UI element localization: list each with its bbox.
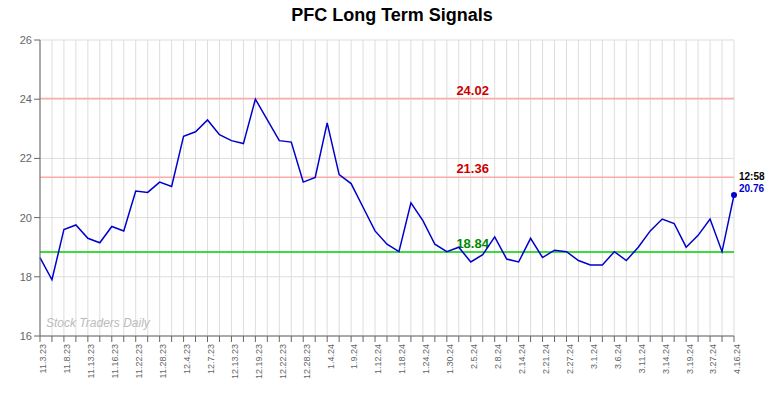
svg-text:3.1.24: 3.1.24 — [589, 344, 599, 369]
svg-text:12.7.23: 12.7.23 — [206, 344, 216, 374]
svg-text:11.16.23: 11.16.23 — [110, 344, 120, 378]
html-text:Stock Traders Daily: Stock Traders Daily — [46, 316, 150, 330]
svg-text:3.14.24: 3.14.24 — [661, 344, 671, 374]
svg-text:21.36: 21.36 — [456, 161, 489, 176]
svg-text:11.13.23: 11.13.23 — [86, 344, 96, 378]
html-text:PFC Long Term Signals: PFC Long Term Signals — [291, 5, 493, 25]
svg-text:2.5.24: 2.5.24 — [469, 344, 479, 369]
svg-text:1.12.24: 1.12.24 — [373, 344, 383, 374]
svg-text:12.19.23: 12.19.23 — [254, 344, 264, 379]
svg-text:2.27.24: 2.27.24 — [565, 344, 575, 374]
svg-text:18: 18 — [20, 271, 32, 283]
svg-text:3.27.24: 3.27.24 — [708, 344, 718, 374]
svg-text:2.21.24: 2.21.24 — [541, 344, 551, 374]
svg-text:1.9.24: 1.9.24 — [349, 344, 359, 369]
svg-text:3.19.24: 3.19.24 — [685, 344, 695, 374]
svg-text:11.28.23: 11.28.23 — [158, 344, 168, 378]
svg-text:2.8.24: 2.8.24 — [493, 344, 503, 369]
svg-text:1.30.24: 1.30.24 — [445, 344, 455, 374]
svg-text:18.84: 18.84 — [456, 236, 489, 251]
svg-text:3.11.24: 3.11.24 — [637, 344, 647, 373]
svg-text:16: 16 — [20, 330, 32, 342]
svg-text:11.8.23: 11.8.23 — [62, 344, 72, 373]
svg-text:1.4.24: 1.4.24 — [326, 344, 336, 369]
svg-text:1.24.24: 1.24.24 — [421, 344, 431, 374]
svg-text:2.14.24: 2.14.24 — [517, 344, 527, 374]
svg-text:12:58: 12:58 — [739, 171, 765, 182]
svg-text:12.28.23: 12.28.23 — [302, 344, 312, 379]
svg-text:20.76: 20.76 — [739, 183, 764, 194]
svg-text:11.3.23: 11.3.23 — [38, 344, 48, 373]
svg-text:3.6.24: 3.6.24 — [613, 344, 623, 369]
svg-text:4.16.24: 4.16.24 — [732, 344, 742, 374]
svg-text:20: 20 — [20, 212, 32, 224]
svg-text:1.18.24: 1.18.24 — [397, 344, 407, 374]
svg-text:12.22.23: 12.22.23 — [278, 344, 288, 379]
svg-text:12.4.23: 12.4.23 — [182, 344, 192, 374]
svg-text:11.22.23: 11.22.23 — [134, 344, 144, 378]
svg-text:12.13.23: 12.13.23 — [230, 344, 240, 379]
svg-text:24.02: 24.02 — [456, 83, 489, 98]
svg-text:22: 22 — [20, 152, 32, 164]
svg-text:24: 24 — [20, 93, 32, 105]
svg-text:26: 26 — [20, 34, 32, 46]
